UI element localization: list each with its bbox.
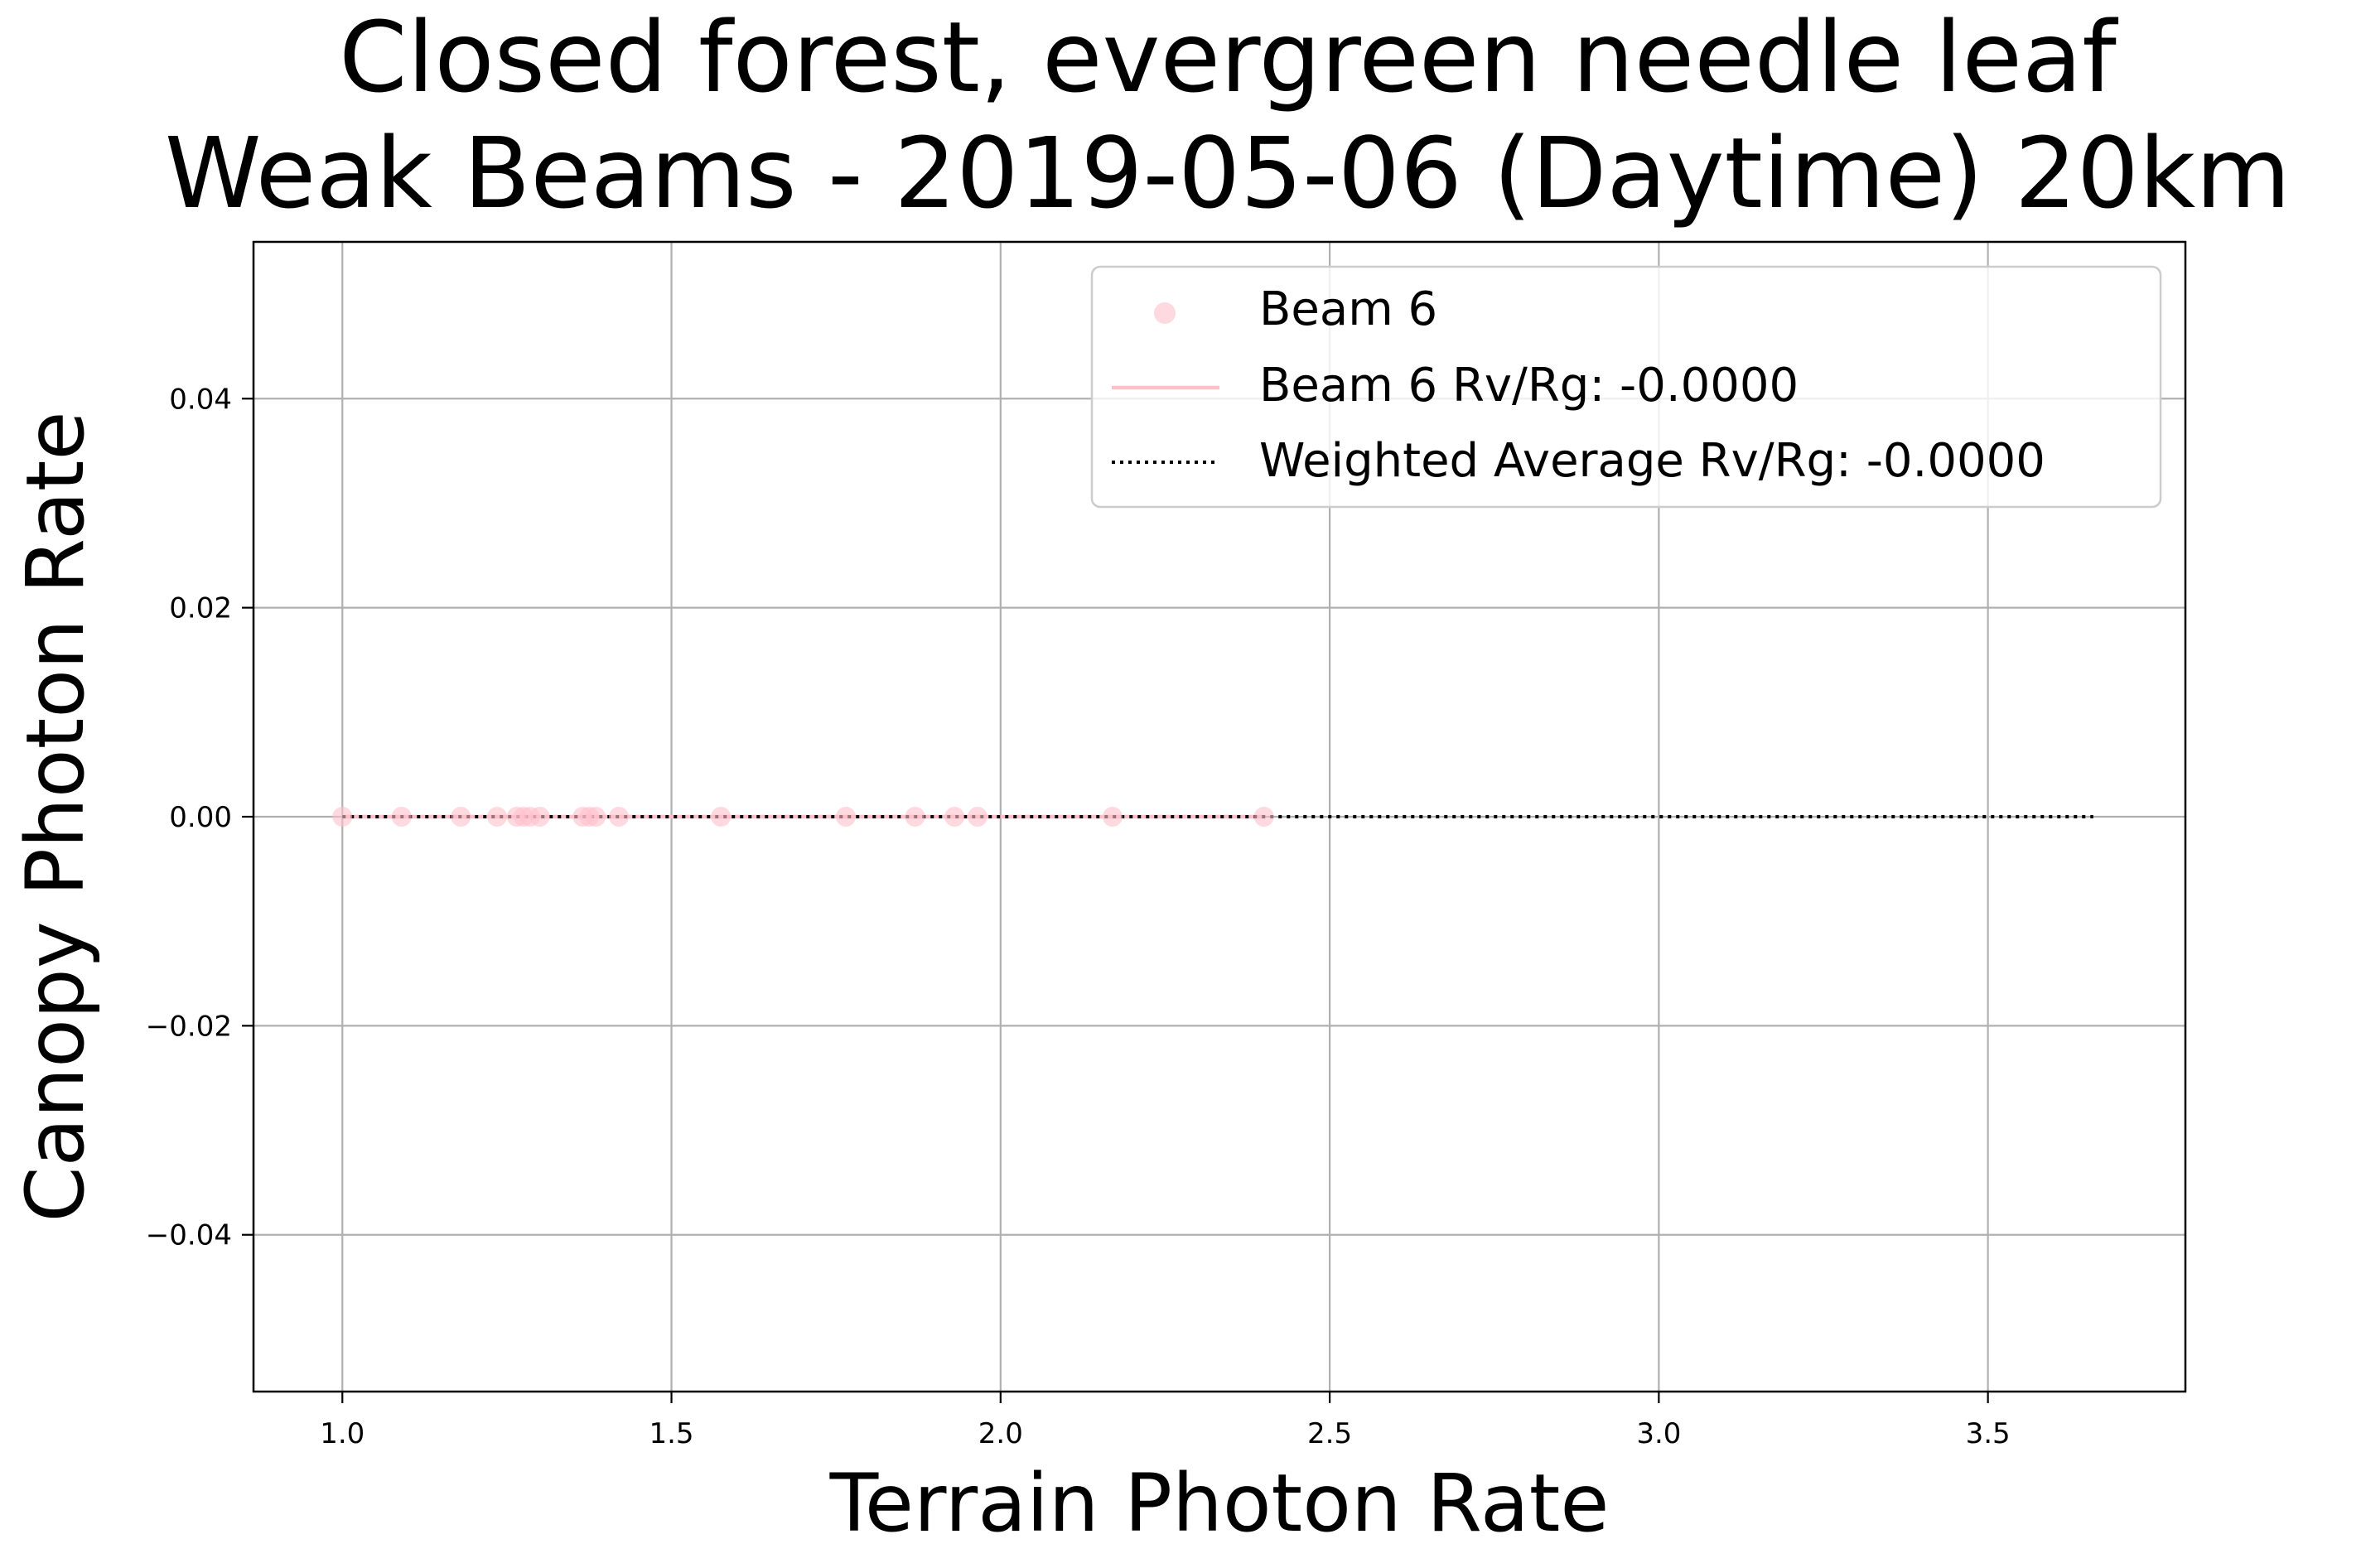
beam-6-point <box>1102 807 1123 827</box>
x-tick-label: 2.5 <box>1307 1417 1352 1450</box>
legend-label-beam-6-fit: Beam 6 Rv/Rg: -0.0000 <box>1259 359 1799 413</box>
chart-title-line-2: Weak Beams - 2019-05-06 (Daytime) 20km <box>165 116 2291 230</box>
beam-6-point <box>391 807 412 827</box>
chart-title-line-1: Closed forest, evergreen needle leaf <box>339 0 2118 114</box>
beam-6-point <box>486 807 507 827</box>
beam-6-point <box>968 807 988 827</box>
beam-6-point <box>836 807 857 827</box>
beam-6-point <box>529 807 550 827</box>
beam-6-point <box>905 807 925 827</box>
y-tick-label: −0.02 <box>146 1010 232 1043</box>
x-tick-label: 3.5 <box>1966 1417 2011 1450</box>
beam-6-point <box>332 807 353 827</box>
beam-6-point <box>944 807 965 827</box>
beam-6-point <box>451 807 471 827</box>
y-axis-ticks: 0.04 0.02 0.00 −0.02 −0.04 <box>146 383 254 1252</box>
beam-6-point <box>608 807 629 827</box>
legend-marker-beam-6 <box>1154 302 1176 324</box>
x-axis-ticks: 1.0 1.5 2.0 2.5 3.0 3.5 <box>320 1392 2011 1450</box>
legend-box <box>1090 265 2162 509</box>
scatter-points <box>332 807 1274 827</box>
y-axis-label: Canopy Photon Rate <box>9 411 102 1222</box>
y-tick-label: 0.04 <box>169 383 232 416</box>
y-tick-label: 0.02 <box>169 592 232 625</box>
legend-label-beam-6: Beam 6 <box>1259 282 1437 336</box>
x-tick-label: 2.0 <box>978 1417 1023 1450</box>
beam-6-point <box>711 807 732 827</box>
beam-6-point <box>1253 807 1274 827</box>
legend: Beam 6 Beam 6 Rv/Rg: -0.0000 Weighted Av… <box>1090 265 2162 509</box>
x-tick-label: 1.0 <box>320 1417 365 1450</box>
x-tick-label: 1.5 <box>649 1417 693 1450</box>
beam-6-point <box>586 807 606 827</box>
y-tick-label: 0.00 <box>169 801 232 834</box>
x-tick-label: 3.0 <box>1636 1417 1681 1450</box>
y-tick-label: −0.04 <box>146 1219 232 1252</box>
x-axis-label: Terrain Photon Rate <box>829 1457 1610 1550</box>
legend-label-weighted-average: Weighted Average Rv/Rg: -0.0000 <box>1259 434 2045 488</box>
